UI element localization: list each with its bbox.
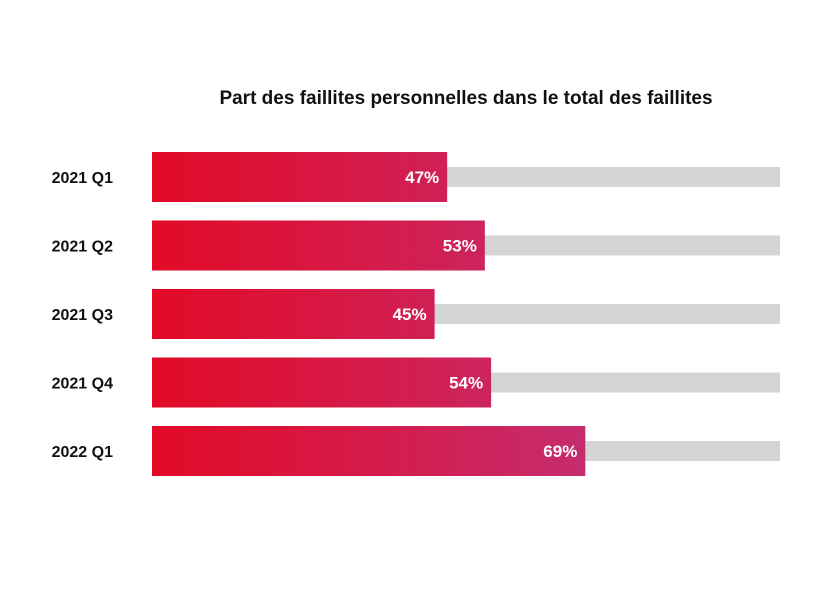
- value-label: 69%: [543, 442, 577, 461]
- bar: [152, 152, 448, 202]
- bar: [152, 220, 485, 271]
- chart-title: Part des faillites personnelles dans le …: [219, 88, 712, 109]
- value-label: 53%: [443, 237, 477, 256]
- bar: [152, 289, 435, 339]
- bar: [152, 357, 492, 408]
- category-label: 2021 Q4: [52, 376, 113, 393]
- value-label: 45%: [393, 305, 427, 324]
- value-label: 47%: [405, 168, 439, 187]
- category-label: 2021 Q1: [52, 170, 113, 187]
- bar: [152, 426, 586, 476]
- value-label: 54%: [449, 374, 483, 393]
- category-label: 2021 Q2: [52, 239, 113, 256]
- bars-group: 2021 Q1 47% 2021 Q2 53% 2021 Q3 45% 2021 Q4 54%…: [52, 152, 780, 476]
- category-label: 2021 Q3: [52, 307, 113, 324]
- category-label: 2022 Q1: [52, 444, 113, 461]
